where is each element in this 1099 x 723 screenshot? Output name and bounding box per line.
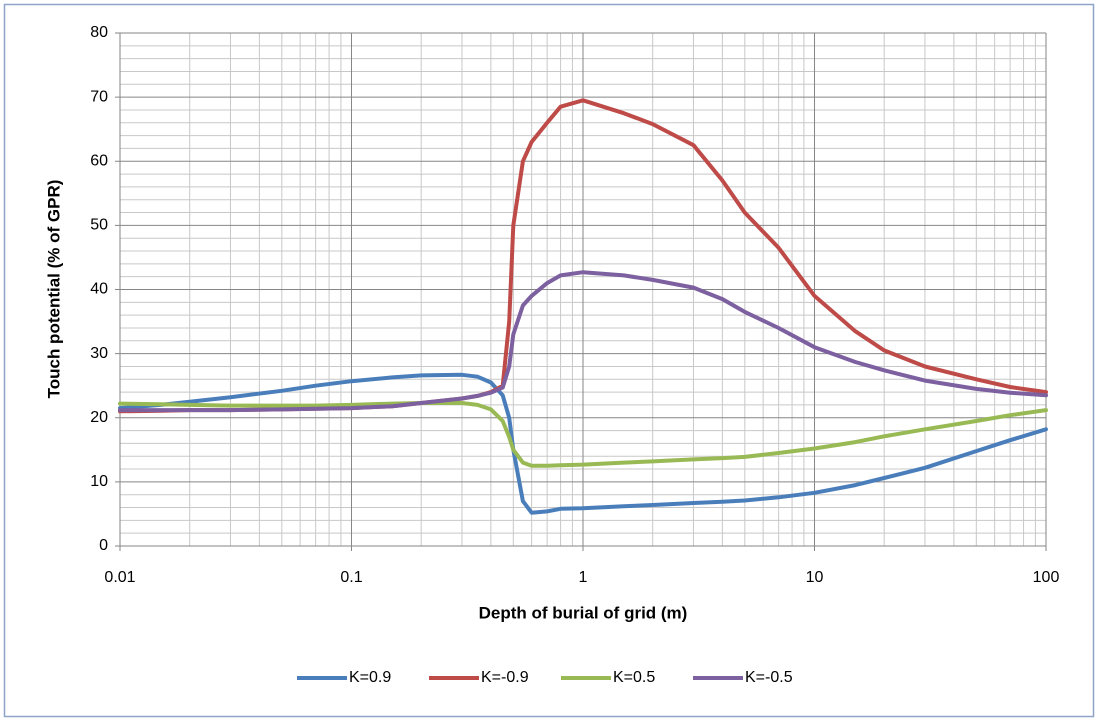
x-tick-label: 10: [806, 569, 824, 586]
y-axis-title: Touch potential (% of GPR): [44, 180, 63, 399]
x-tick-label: 0.1: [340, 569, 362, 586]
series-line: [118, 372, 1048, 515]
legend-label: K=0.5: [613, 669, 655, 686]
y-tick-label: 30: [90, 345, 108, 362]
x-tick-label: 0.01: [104, 569, 135, 586]
y-tick-label: 20: [90, 409, 108, 426]
y-tick-label: 70: [90, 88, 108, 105]
legend-label: K=0.9: [349, 669, 391, 686]
y-tick-label: 50: [90, 217, 108, 234]
legend-label: K=-0.9: [481, 669, 529, 686]
y-tick-label: 60: [90, 152, 108, 169]
x-axis-title: Depth of burial of grid (m): [479, 603, 688, 622]
y-tick-label: 40: [90, 281, 108, 298]
series-line: [118, 401, 1048, 468]
x-tick-label: 100: [1033, 569, 1060, 586]
lines: [118, 98, 1048, 515]
y-tick-label: 10: [90, 473, 108, 490]
y-tick-label: 80: [90, 24, 108, 41]
series-line: [118, 270, 1048, 413]
x-tick-label: 1: [579, 569, 588, 586]
legend-label: K=-0.5: [745, 669, 793, 686]
y-tick-label: 0: [99, 537, 108, 554]
